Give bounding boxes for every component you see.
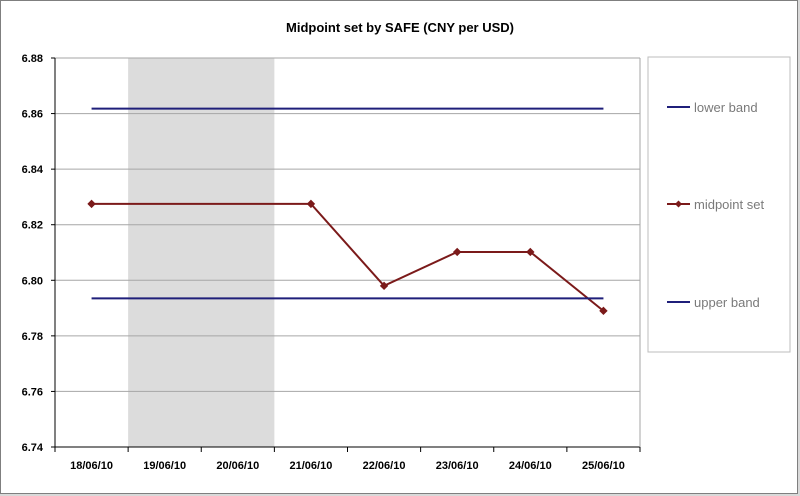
series-line-midpoint-set: [91, 202, 605, 312]
x-tick-label: 25/06/10: [582, 460, 625, 472]
y-tick-label: 6.86: [22, 109, 43, 121]
data-point-marker: [526, 247, 535, 257]
x-tick-label: 23/06/10: [436, 460, 479, 472]
y-tick-label: 6.82: [22, 220, 43, 232]
data-point-marker: [452, 247, 462, 257]
y-tick-label: 6.84: [22, 164, 44, 176]
data-point-marker: [379, 281, 389, 291]
x-tick-label: 19/06/10: [143, 460, 186, 472]
data-point-marker: [87, 199, 96, 209]
x-tick-label: 18/06/10: [70, 460, 113, 472]
legend-label: midpoint set: [694, 197, 764, 212]
chart-title: Midpoint set by SAFE (CNY per USD): [286, 20, 514, 35]
y-tick-label: 6.78: [22, 331, 43, 343]
legend-label: upper band: [694, 295, 760, 310]
x-tick-label: 20/06/10: [216, 460, 259, 472]
y-tick-label: 6.74: [22, 442, 44, 454]
x-tick-label: 21/06/10: [290, 460, 333, 472]
legend-label: lower band: [694, 100, 758, 115]
data-point-marker: [306, 199, 316, 209]
x-tick-label: 24/06/10: [509, 460, 552, 472]
legend-marker: [675, 200, 682, 208]
weekend-shading: [128, 58, 275, 447]
y-tick-label: 6.80: [22, 275, 43, 287]
x-tick-label: 22/06/10: [363, 460, 406, 472]
y-tick-label: 6.76: [22, 386, 43, 398]
y-tick-label: 6.88: [22, 53, 43, 65]
data-point-marker: [599, 306, 608, 316]
